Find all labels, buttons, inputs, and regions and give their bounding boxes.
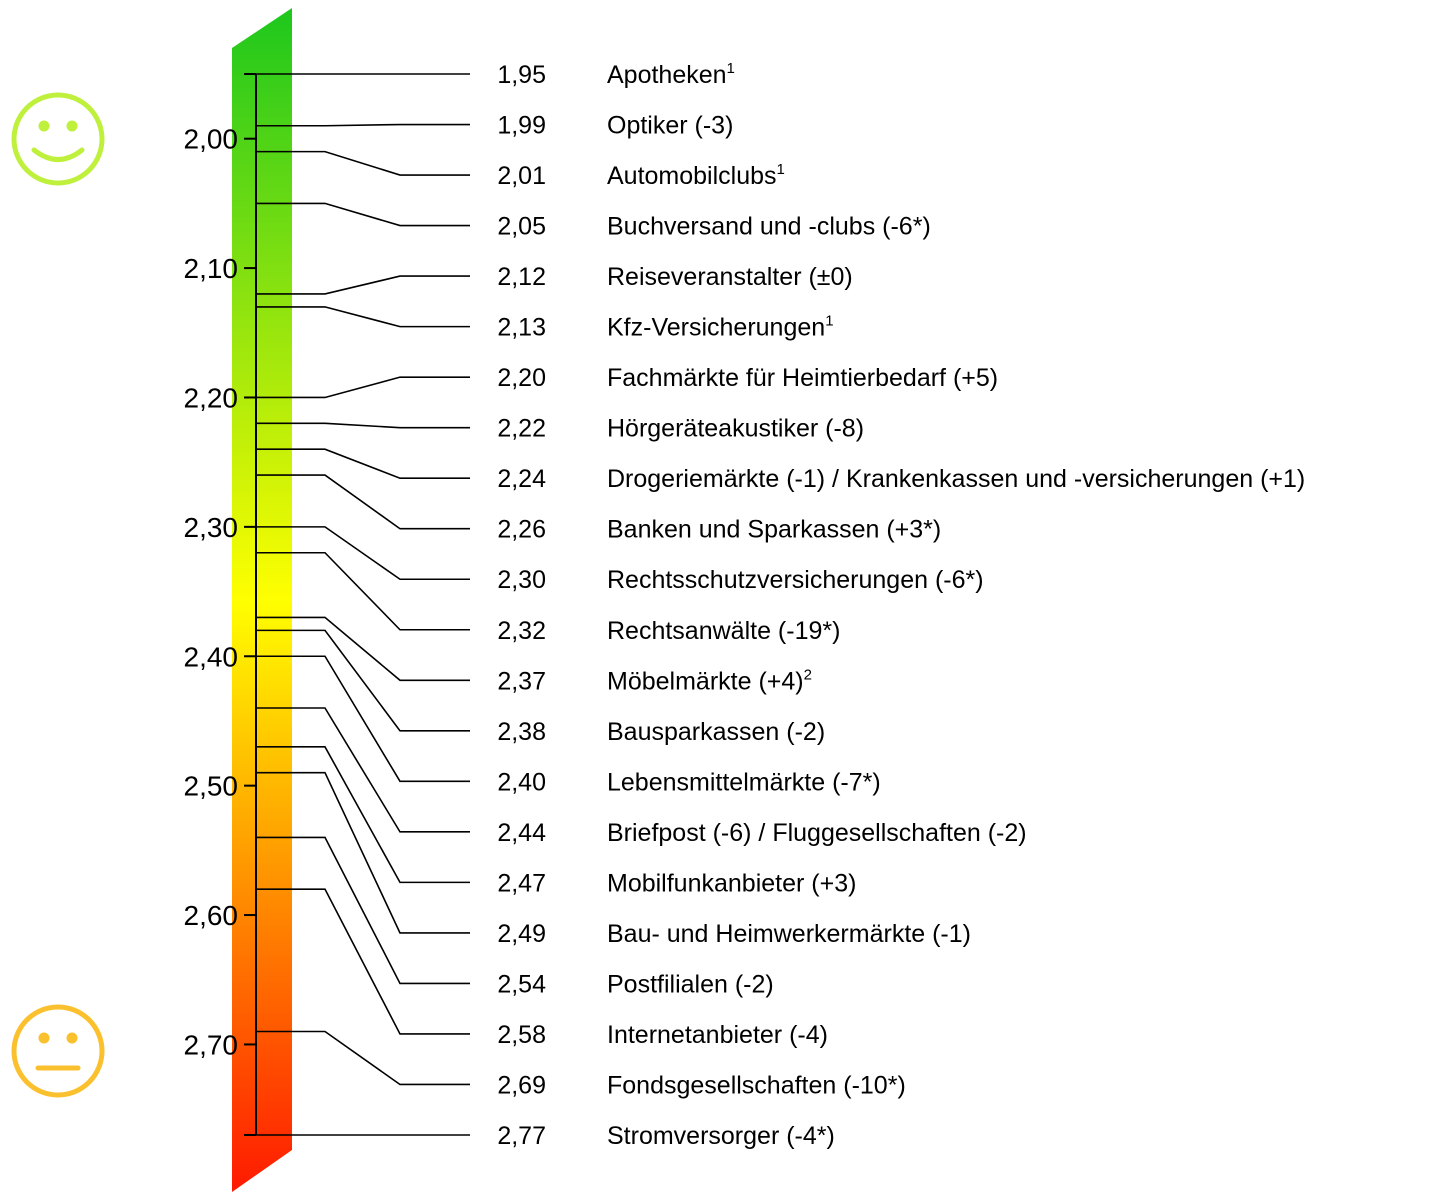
category-label: Bau- und Heimwerkermärkte (-1) bbox=[607, 920, 971, 948]
connector-line bbox=[256, 836, 470, 985]
value-label: 2,22 bbox=[497, 415, 546, 443]
category-label: Apotheken1 bbox=[607, 60, 735, 89]
value-label: 2,44 bbox=[497, 819, 546, 847]
category-label: Fachmärkte für Heimtierbedarf (+5) bbox=[607, 364, 998, 392]
axis-tick-label: 2,30 bbox=[184, 512, 239, 543]
category-label: Rechtsanwälte (-19*) bbox=[607, 617, 840, 645]
category-label: Rechtsschutzversicherungen (-6*) bbox=[607, 566, 984, 594]
connector-line bbox=[256, 526, 470, 581]
value-label: 2,32 bbox=[497, 617, 546, 645]
value-label: 2,54 bbox=[497, 970, 546, 998]
value-label: 2,47 bbox=[497, 869, 546, 897]
axis-tick-label: 2,10 bbox=[184, 253, 239, 284]
category-label: Lebensmittelmärkte (-7*) bbox=[607, 768, 881, 796]
axis-tick-label: 2,20 bbox=[184, 382, 239, 413]
gradient-scale-bar bbox=[232, 8, 292, 1192]
item-labels: 1,95 Apotheken1 1,99 Optiker (-3) 2,01 Automo… bbox=[497, 60, 1305, 1150]
value-label: 2,58 bbox=[497, 1021, 546, 1049]
category-label: Hörgeräteakustiker (-8) bbox=[607, 415, 864, 443]
connector-line bbox=[256, 771, 470, 934]
connector-line bbox=[256, 655, 470, 783]
connector-line bbox=[256, 123, 470, 127]
category-label: Fondsgesellschaften (-10*) bbox=[607, 1071, 906, 1099]
value-label: 2,77 bbox=[497, 1122, 546, 1150]
value-label: 2,12 bbox=[497, 263, 546, 291]
category-label: Banken und Sparkassen (+3*) bbox=[607, 516, 941, 544]
category-label: Drogeriemärkte (-1) / Krankenkassen und … bbox=[607, 465, 1305, 493]
category-label: Möbelmärkte (+4)2 bbox=[607, 666, 812, 695]
connector-line bbox=[256, 150, 470, 176]
connector-line bbox=[256, 1030, 470, 1086]
category-label: Kfz-Versicherungen1 bbox=[607, 313, 834, 342]
category-label: Bausparkassen (-2) bbox=[607, 718, 825, 746]
value-label: 2,05 bbox=[497, 213, 546, 241]
category-label: Reiseveranstalter (±0) bbox=[607, 263, 853, 291]
value-label: 1,99 bbox=[497, 112, 546, 140]
value-label: 2,37 bbox=[497, 667, 546, 695]
axis-ticks: 2,00 2,10 2,20 2,30 2,40 2,50 2,60 2,70 bbox=[184, 73, 256, 1136]
category-label: Postfilialen (-2) bbox=[607, 970, 774, 998]
axis-tick-label: 2,50 bbox=[184, 771, 239, 802]
category-label: Buchversand und -clubs (-6*) bbox=[607, 213, 931, 241]
category-label: Briefpost (-6) / Fluggesellschaften (-2) bbox=[607, 819, 1027, 847]
value-label: 2,30 bbox=[497, 566, 546, 594]
value-label: 2,69 bbox=[497, 1071, 546, 1099]
connector-line bbox=[256, 448, 470, 479]
value-label: 2,40 bbox=[497, 768, 546, 796]
smiley-happy-icon bbox=[11, 92, 105, 186]
category-label: Stromversorger (-4*) bbox=[607, 1122, 835, 1150]
value-label: 2,01 bbox=[497, 162, 546, 190]
value-label: 2,24 bbox=[497, 465, 546, 493]
value-label: 2,49 bbox=[497, 920, 546, 948]
smiley-neutral-icon bbox=[11, 1004, 105, 1098]
connector-line bbox=[256, 746, 470, 884]
category-label: Optiker (-3) bbox=[607, 112, 733, 140]
axis-tick-label: 2,40 bbox=[184, 641, 239, 672]
axis-tick-label: 2,00 bbox=[184, 124, 239, 155]
connector-line bbox=[256, 629, 470, 732]
connector-line bbox=[256, 376, 470, 399]
value-label: 2,13 bbox=[497, 314, 546, 342]
value-label: 2,38 bbox=[497, 718, 546, 746]
connector-line bbox=[256, 306, 470, 328]
connector-line bbox=[256, 202, 470, 227]
category-label: Internetanbieter (-4) bbox=[607, 1021, 828, 1049]
category-label: Mobilfunkanbieter (+3) bbox=[607, 869, 856, 897]
axis-tick-label: 2,70 bbox=[184, 1029, 239, 1060]
connector-line bbox=[256, 551, 470, 631]
connector-lines bbox=[256, 73, 470, 1136]
connector-line bbox=[256, 275, 470, 295]
connector-line bbox=[256, 616, 470, 682]
value-label: 2,26 bbox=[497, 516, 546, 544]
category-label: Automobilclubs1 bbox=[607, 161, 785, 190]
value-label: 1,95 bbox=[497, 61, 546, 89]
connector-line bbox=[256, 474, 470, 530]
connector-line bbox=[256, 707, 470, 833]
connector-line bbox=[256, 422, 470, 429]
connector-line bbox=[256, 888, 470, 1035]
axis-tick-label: 2,60 bbox=[184, 900, 239, 931]
value-label: 2,20 bbox=[497, 364, 546, 392]
